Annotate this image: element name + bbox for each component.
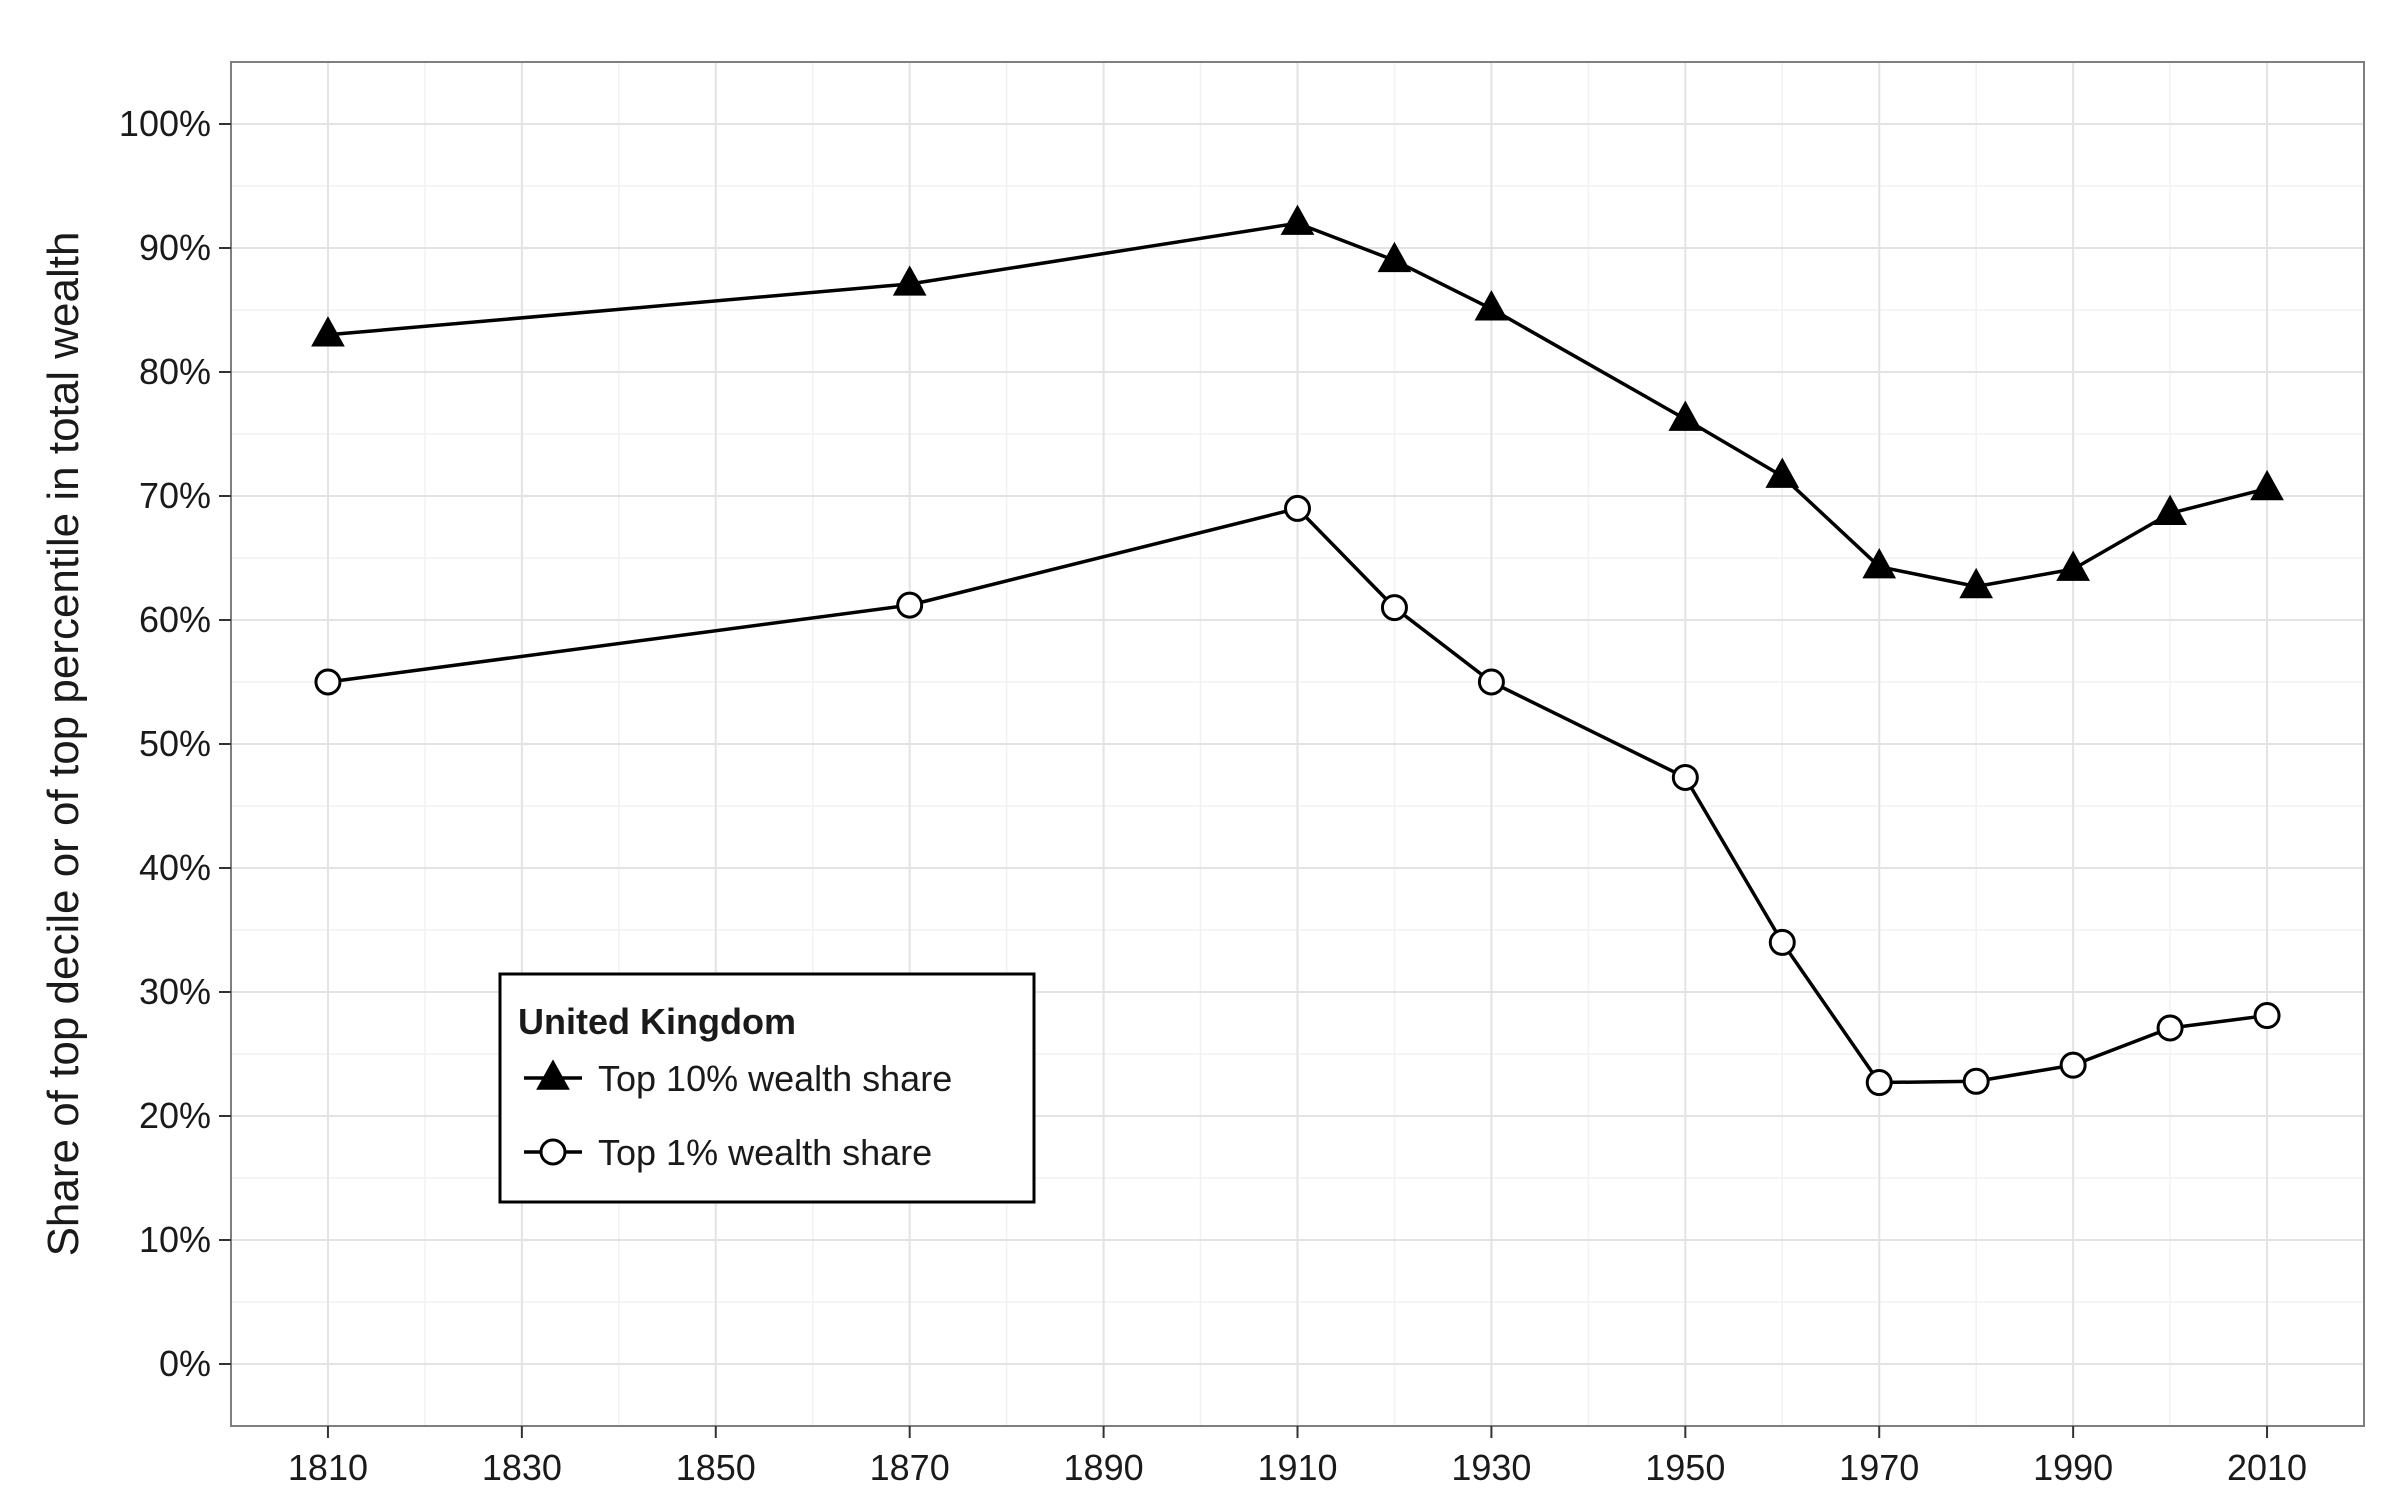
- y-tick-label: 20%: [139, 1095, 211, 1136]
- data-point-circle: [1768, 928, 1796, 956]
- y-tick-label: 30%: [139, 971, 211, 1012]
- data-point-triangle: [1959, 567, 1994, 599]
- series-1: [311, 204, 2284, 599]
- x-tick-label: 1850: [676, 1447, 756, 1488]
- x-tick-label: 1810: [288, 1447, 368, 1488]
- legend-label: Top 10% wealth share: [598, 1058, 952, 1099]
- x-tick-label: 1910: [1257, 1447, 1337, 1488]
- legend-label: Top 1% wealth share: [598, 1132, 932, 1173]
- series-layer: [311, 204, 2284, 1097]
- legend-title: United Kingdom: [518, 1001, 796, 1042]
- y-tick-label: 50%: [139, 723, 211, 764]
- data-point-triangle: [2153, 494, 2187, 526]
- x-tick-label: 1990: [2033, 1447, 2113, 1488]
- data-point-circle: [1380, 594, 1408, 622]
- legend-items: Top 10% wealth share Top 1% wealth share: [524, 1058, 952, 1173]
- data-point-circle: [896, 591, 924, 619]
- data-point-triangle: [1377, 241, 1412, 273]
- data-point-triangle: [1862, 548, 1897, 579]
- legend-box: [498, 972, 1036, 1204]
- x-tick-label: 1890: [1064, 1447, 1144, 1488]
- y-tick-label: 10%: [139, 1219, 211, 1260]
- y-tick-label: 90%: [139, 227, 211, 268]
- y-tick-label: 40%: [139, 847, 211, 888]
- x-tick-label: 1930: [1451, 1447, 1531, 1488]
- x-tick-label: 1970: [1839, 1447, 1919, 1488]
- data-point-circle: [1962, 1067, 1990, 1095]
- axes: 1810 1830 1850 1870 1890 1910 1930 1950 1970 1990…: [119, 103, 2307, 1488]
- y-tick-label: 80%: [139, 351, 211, 392]
- legend-item: Top 10% wealth share: [524, 1058, 952, 1099]
- legend-key-circle: [539, 1138, 567, 1166]
- series-line: [327, 221, 2268, 589]
- data-point-triangle: [311, 316, 345, 347]
- data-point-triangle: [1280, 204, 1315, 235]
- data-point-circle: [2253, 1002, 2281, 1030]
- data-point-triangle: [2056, 550, 2090, 581]
- legend-key-triangle: [536, 1059, 570, 1090]
- data-point-circle: [314, 668, 342, 696]
- data-point-triangle: [2250, 469, 2284, 501]
- y-tick-label: 100%: [119, 103, 211, 144]
- data-point-triangle: [1765, 457, 1800, 488]
- y-axis-title: Share of top decile or of top percentile…: [39, 232, 88, 1257]
- series-2: [314, 494, 2281, 1097]
- x-tick-label: 1870: [870, 1447, 950, 1488]
- data-point-triangle: [892, 265, 927, 296]
- x-tick-label: 2010: [2227, 1447, 2307, 1488]
- data-point-circle: [1284, 494, 1311, 522]
- data-point-circle: [2059, 1051, 2087, 1079]
- data-point-circle: [1865, 1069, 1893, 1097]
- y-tick-label: 60%: [139, 599, 211, 640]
- data-point-triangle: [1474, 290, 1509, 321]
- data-point-circle: [1477, 668, 1505, 696]
- y-tick-label: 0%: [159, 1343, 211, 1384]
- series-line: [327, 506, 2268, 1085]
- data-point-circle: [1671, 763, 1699, 791]
- data-point-triangle: [1668, 400, 1703, 431]
- data-point-circle: [2156, 1014, 2184, 1042]
- x-tick-label: 1950: [1645, 1447, 1725, 1488]
- y-tick-label: 70%: [139, 475, 211, 516]
- legend-item: Top 1% wealth share: [524, 1132, 932, 1173]
- x-tick-label: 1830: [482, 1447, 562, 1488]
